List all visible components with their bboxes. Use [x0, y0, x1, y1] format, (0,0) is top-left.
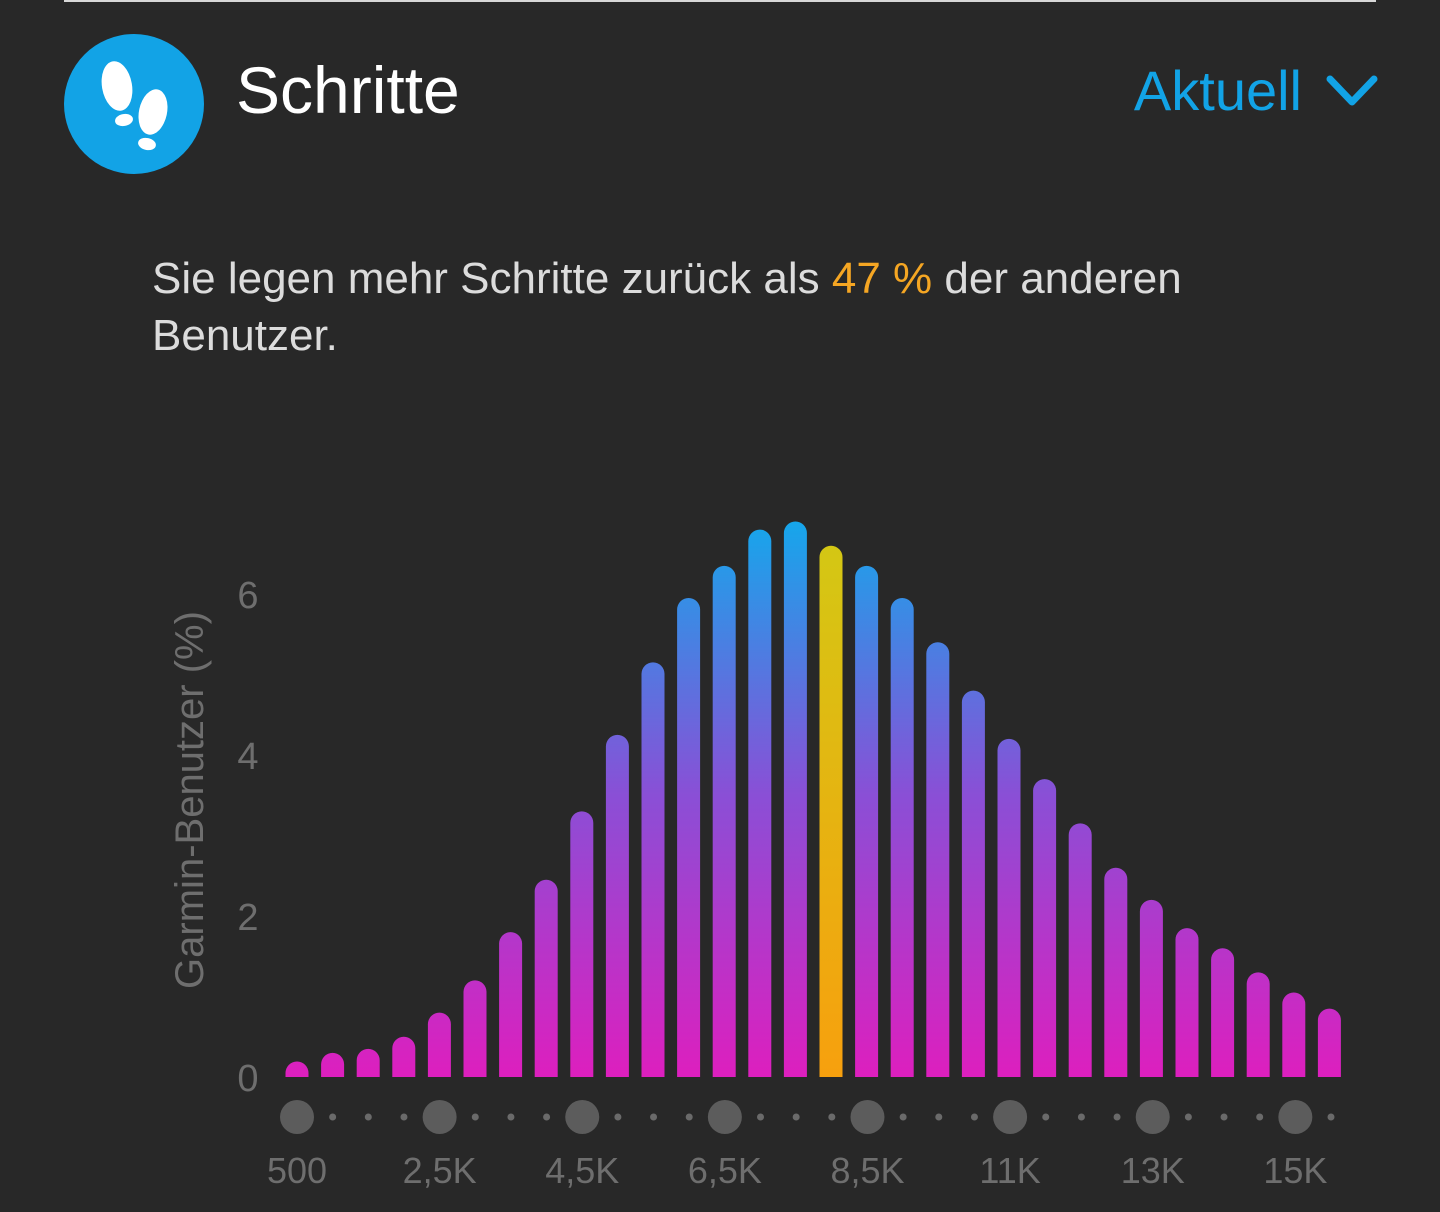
x-tick-minor — [1256, 1113, 1264, 1121]
bar — [1139, 899, 1163, 1077]
x-tick-minor — [757, 1113, 765, 1121]
y-tick-label: 6 — [237, 575, 258, 617]
percentile-summary: Sie legen mehr Schritte zurück als 47 % … — [152, 250, 1312, 364]
bar — [427, 1012, 451, 1077]
x-tick-major — [850, 1100, 885, 1134]
bar — [1104, 867, 1128, 1077]
summary-text-after: der anderen Benutzer. — [152, 254, 1182, 360]
x-tick-minor — [543, 1113, 551, 1121]
x-tick-minor — [935, 1113, 943, 1121]
x-tick-minor — [899, 1113, 907, 1121]
x-tick-minor — [471, 1113, 479, 1121]
bar — [605, 734, 629, 1077]
x-tick-minor — [1113, 1113, 1121, 1121]
bar — [712, 565, 736, 1077]
bar — [570, 811, 594, 1077]
summary-text-before: Sie legen mehr Schritte zurück als — [152, 254, 832, 303]
x-tick-major — [707, 1100, 742, 1134]
x-tick-label: 13K — [1121, 1150, 1185, 1191]
bar — [855, 565, 879, 1077]
bar — [534, 879, 558, 1077]
bar — [997, 738, 1021, 1077]
page-title: Schritte — [236, 53, 460, 127]
bar — [783, 521, 807, 1077]
bar — [392, 1036, 416, 1077]
bar — [1317, 1008, 1341, 1077]
x-tick-minor — [329, 1113, 337, 1121]
x-tick-major — [1135, 1100, 1170, 1134]
period-dropdown[interactable]: Aktuell — [1134, 56, 1378, 126]
x-tick-minor — [1220, 1113, 1228, 1121]
bar — [1175, 928, 1199, 1077]
x-tick-major — [565, 1100, 600, 1134]
x-tick-minor — [650, 1113, 658, 1121]
bar — [677, 598, 701, 1077]
x-tick-minor — [400, 1113, 408, 1121]
x-tick-minor — [507, 1113, 515, 1121]
y-tick-label: 2 — [237, 897, 258, 939]
period-label: Aktuell — [1133, 59, 1302, 122]
x-tick-label: 2,5K — [403, 1150, 477, 1191]
footprints-icon — [64, 34, 204, 174]
y-tick-label: 0 — [237, 1058, 258, 1100]
percentile-highlight: 47 % — [831, 254, 933, 303]
bar — [926, 642, 950, 1077]
bar-highlighted — [819, 545, 843, 1077]
x-tick-label: 8,5K — [830, 1150, 904, 1191]
y-axis-title: Garmin-Benutzer (%) — [168, 611, 212, 989]
x-tick-major — [422, 1100, 457, 1134]
bar — [748, 529, 772, 1077]
x-tick-minor — [1327, 1113, 1335, 1121]
bar — [1211, 948, 1235, 1077]
bar — [356, 1048, 380, 1077]
y-tick-label: 4 — [237, 736, 258, 778]
bar — [1033, 779, 1057, 1077]
bar — [641, 662, 665, 1077]
bar — [1282, 992, 1306, 1077]
bar — [499, 932, 523, 1077]
x-tick-minor — [1184, 1113, 1192, 1121]
chevron-down-icon — [1326, 75, 1378, 106]
bar — [1068, 823, 1092, 1077]
top-divider — [64, 0, 1376, 2]
x-tick-label: 6,5K — [688, 1150, 762, 1191]
bar — [285, 1061, 309, 1077]
x-tick-label: 15K — [1263, 1150, 1327, 1191]
x-tick-minor — [828, 1113, 836, 1121]
x-tick-minor — [614, 1113, 622, 1121]
bar — [1246, 972, 1270, 1077]
bar — [961, 690, 985, 1077]
bar — [321, 1052, 345, 1077]
x-tick-minor — [364, 1113, 372, 1121]
bar — [463, 980, 487, 1077]
x-tick-major — [280, 1100, 314, 1134]
x-tick-minor — [685, 1113, 693, 1121]
x-tick-label: 4,5K — [545, 1150, 619, 1191]
x-tick-label: 500 — [267, 1150, 327, 1191]
x-tick-label: 11K — [979, 1150, 1040, 1191]
x-tick-minor — [792, 1113, 800, 1121]
x-tick-minor — [970, 1113, 978, 1121]
x-tick-major — [993, 1100, 1028, 1134]
x-tick-minor — [1077, 1113, 1085, 1121]
x-tick-major — [1278, 1100, 1313, 1134]
bar — [890, 598, 914, 1077]
x-tick-minor — [1042, 1113, 1050, 1121]
